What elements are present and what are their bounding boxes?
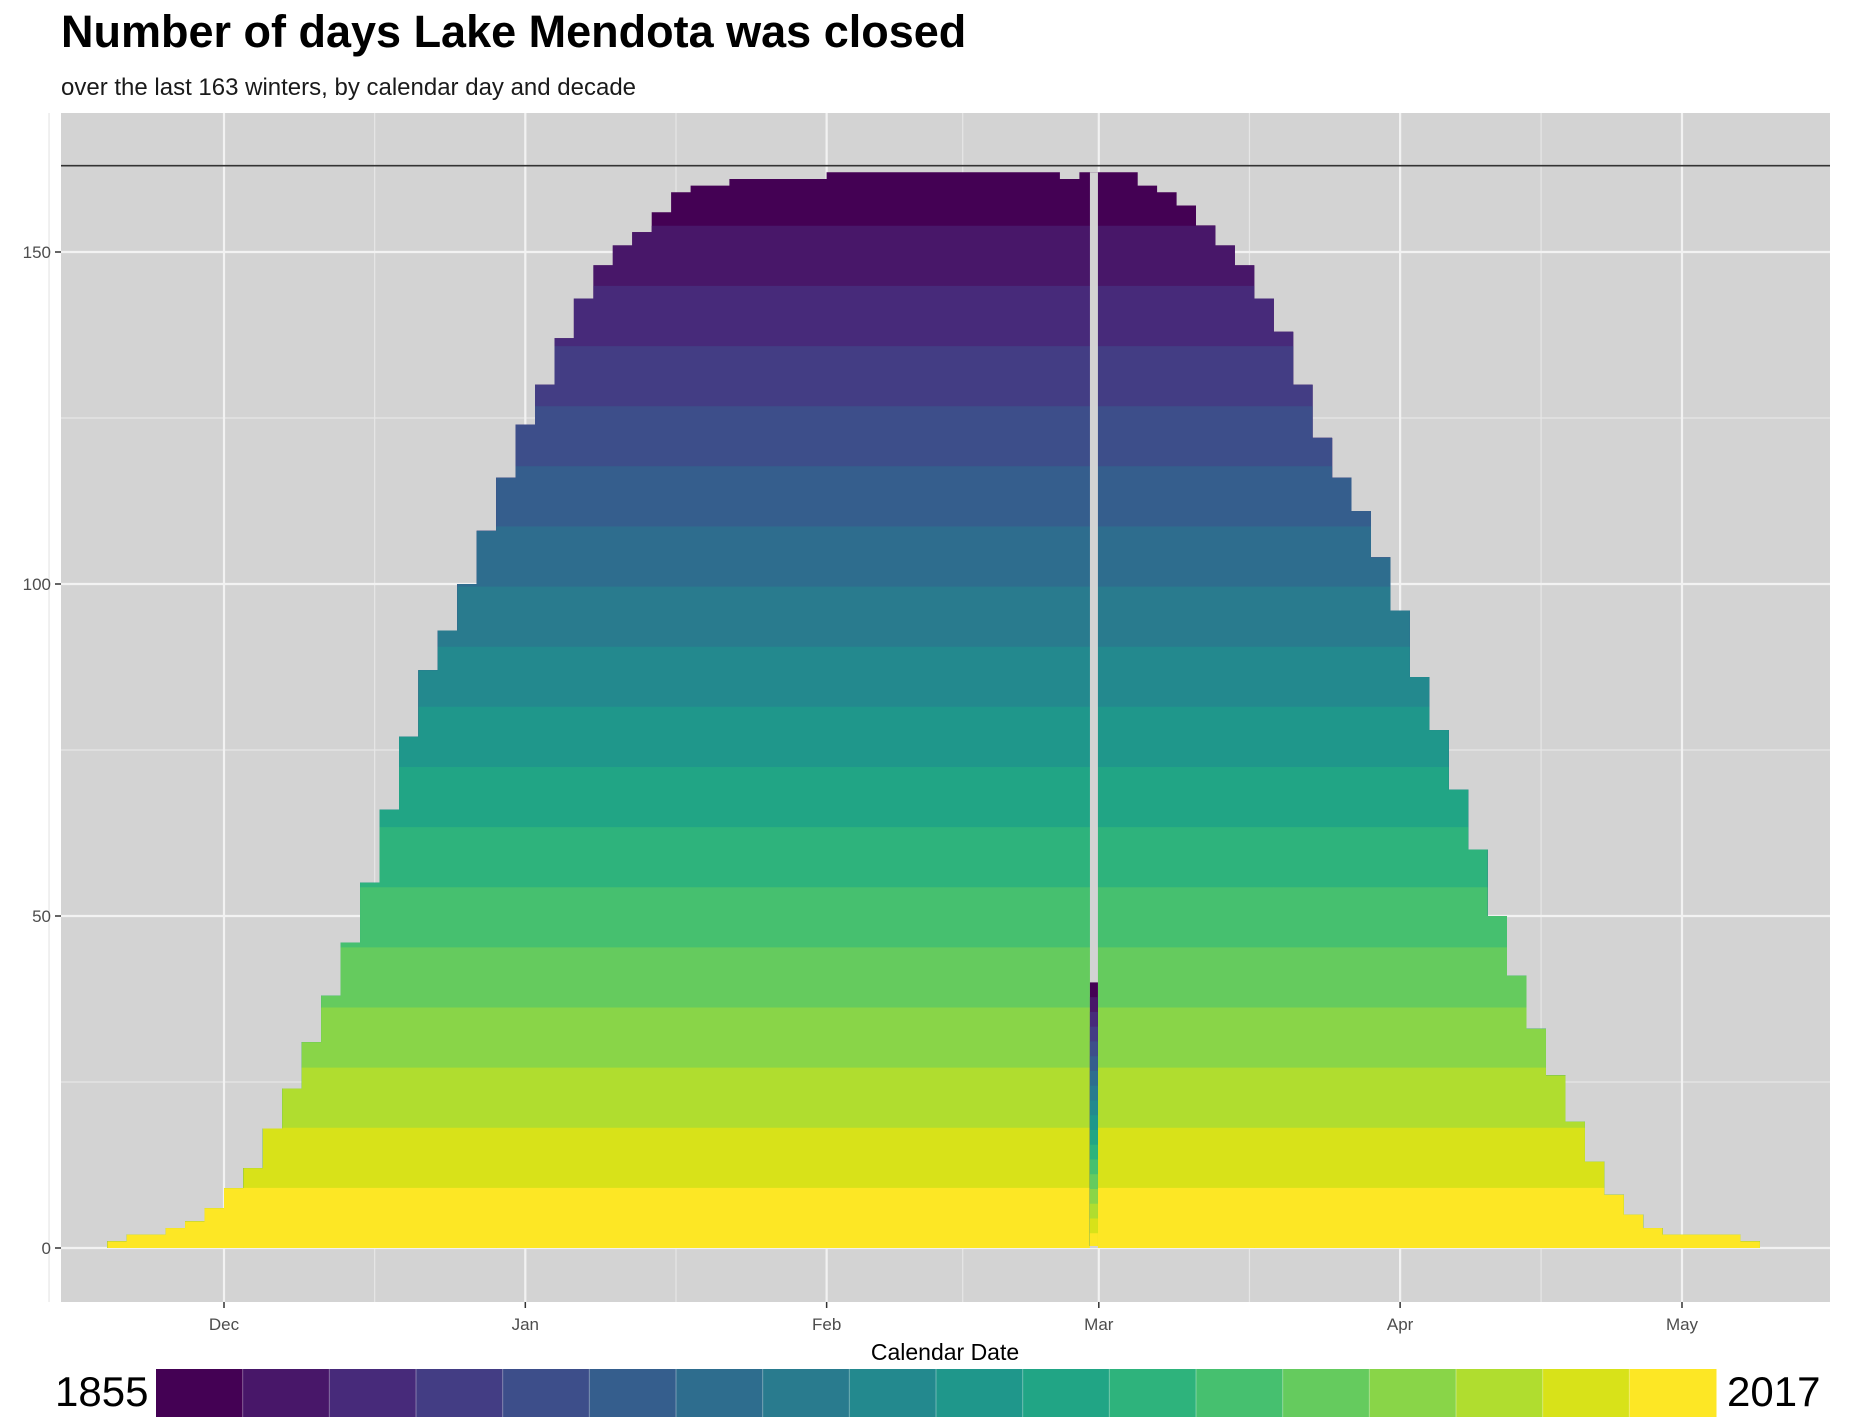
legend-color-swatch bbox=[762, 1369, 850, 1417]
legend-min-label: 1855 bbox=[55, 1368, 149, 1415]
legend-color-swatch bbox=[416, 1369, 504, 1417]
legend-max-label: 2017 bbox=[1727, 1368, 1821, 1415]
x-tick-label: May bbox=[1666, 1315, 1699, 1334]
chart-subtitle: over the last 163 winters, by calendar d… bbox=[61, 74, 637, 101]
x-tick-label: Jan bbox=[512, 1315, 539, 1334]
decade-band bbox=[107, 1187, 1760, 1248]
legend-color-swatch bbox=[1196, 1369, 1284, 1417]
x-tick-label: Dec bbox=[209, 1315, 240, 1334]
feb29-column bbox=[1089, 1233, 1098, 1246]
legend-color-swatch bbox=[1109, 1369, 1197, 1417]
feb29-gap bbox=[1089, 172, 1098, 1248]
legend-color-swatch bbox=[1629, 1369, 1717, 1417]
y-tick-label: 50 bbox=[32, 907, 51, 926]
legend-color-swatch bbox=[1369, 1369, 1457, 1417]
feb29-column bbox=[1089, 1218, 1098, 1246]
legend-color-swatch bbox=[936, 1369, 1024, 1417]
x-tick-label: Mar bbox=[1084, 1315, 1114, 1334]
legend-color-swatch bbox=[1542, 1369, 1630, 1417]
legend-color-swatch bbox=[156, 1369, 244, 1417]
y-tick-label: 100 bbox=[23, 575, 51, 594]
legend-color-swatch bbox=[849, 1369, 937, 1417]
legend-color-swatch bbox=[589, 1369, 677, 1417]
legend-color-swatch bbox=[242, 1369, 330, 1417]
chart-title: Number of days Lake Mendota was closed bbox=[61, 6, 967, 57]
x-axis-title: Calendar Date bbox=[871, 1339, 1019, 1365]
legend-color-swatch bbox=[1282, 1369, 1370, 1417]
y-tick-label: 0 bbox=[42, 1239, 51, 1258]
legend-color-swatch bbox=[329, 1369, 417, 1417]
x-tick-label: Feb bbox=[812, 1315, 841, 1334]
y-tick-label: 150 bbox=[23, 243, 51, 262]
x-tick-label: Apr bbox=[1387, 1315, 1414, 1334]
legend-color-swatch bbox=[502, 1369, 590, 1417]
legend-color-swatch bbox=[1456, 1369, 1544, 1417]
legend-color-swatch bbox=[676, 1369, 764, 1417]
legend-color-swatch bbox=[1022, 1369, 1110, 1417]
